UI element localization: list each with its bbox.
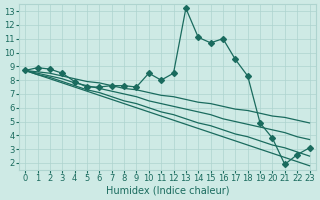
X-axis label: Humidex (Indice chaleur): Humidex (Indice chaleur)	[106, 186, 229, 196]
